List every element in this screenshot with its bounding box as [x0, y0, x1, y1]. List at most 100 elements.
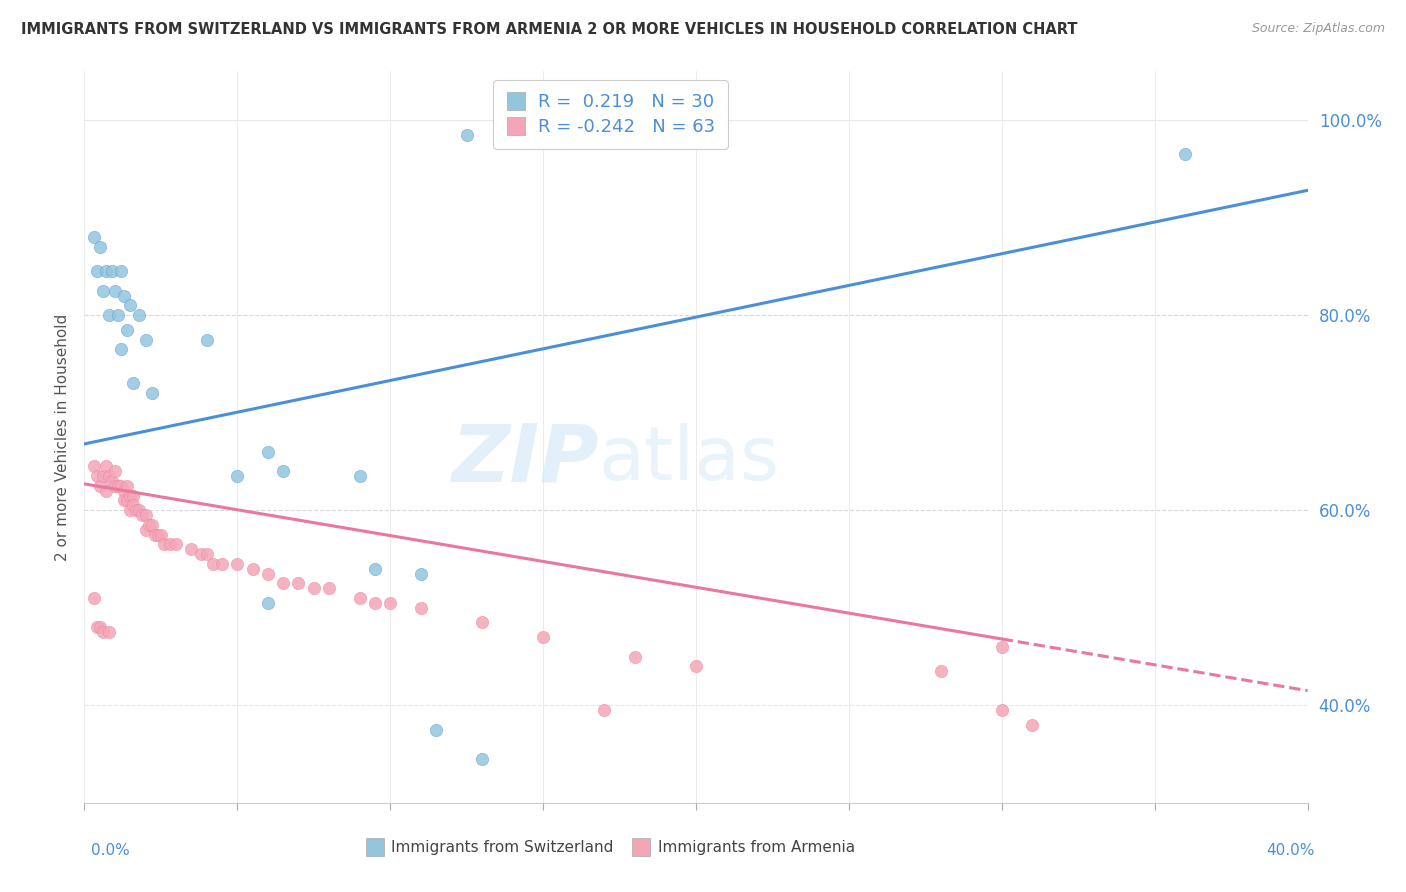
Point [190, 547, 212, 561]
Point [929, 664, 952, 678]
Point [287, 576, 309, 591]
Point [593, 703, 616, 717]
Point [83, 459, 105, 474]
Point [89, 479, 111, 493]
Text: ZIP: ZIP [451, 420, 598, 498]
Point [83, 591, 105, 605]
Point [471, 752, 494, 766]
Point [211, 557, 233, 571]
Point [991, 640, 1014, 654]
Point [104, 464, 127, 478]
Point [159, 537, 181, 551]
Point [141, 386, 163, 401]
Point [226, 469, 249, 483]
Point [138, 517, 160, 532]
Point [195, 333, 218, 347]
Text: 40.0%: 40.0% [1267, 843, 1315, 858]
Point [380, 596, 402, 610]
Point [107, 308, 129, 322]
Point [89, 240, 111, 254]
Point [112, 493, 135, 508]
Point [409, 600, 432, 615]
Point [456, 128, 478, 142]
Point [122, 499, 145, 513]
Point [153, 537, 176, 551]
Point [120, 489, 142, 503]
Point [86, 264, 108, 278]
Point [180, 542, 202, 557]
Point [122, 489, 145, 503]
Point [364, 596, 387, 610]
Point [1174, 147, 1197, 161]
Point [115, 323, 138, 337]
Point [91, 625, 114, 640]
Text: Source: ZipAtlas.com: Source: ZipAtlas.com [1251, 22, 1385, 36]
Point [110, 264, 132, 278]
Text: 0.0%: 0.0% [91, 843, 131, 858]
Point [94, 459, 117, 474]
Point [135, 523, 157, 537]
Y-axis label: 2 or more Vehicles in Household: 2 or more Vehicles in Household [55, 313, 70, 561]
Point [364, 562, 387, 576]
Point [107, 479, 129, 493]
Point [271, 576, 294, 591]
Point [91, 469, 114, 483]
Point [110, 479, 132, 493]
Point [112, 288, 135, 302]
Point [257, 596, 280, 610]
Point [83, 230, 105, 244]
Point [226, 557, 249, 571]
Point [425, 723, 447, 737]
Point [104, 479, 127, 493]
Point [97, 469, 120, 483]
Point [115, 479, 138, 493]
Point [97, 308, 120, 322]
Point [195, 547, 218, 561]
Point [97, 625, 120, 640]
Point [128, 503, 150, 517]
Point [128, 308, 150, 322]
Point [143, 527, 166, 541]
Text: atlas: atlas [598, 423, 779, 496]
Text: IMMIGRANTS FROM SWITZERLAND VS IMMIGRANTS FROM ARMENIA 2 OR MORE VEHICLES IN HOU: IMMIGRANTS FROM SWITZERLAND VS IMMIGRANT… [21, 22, 1077, 37]
Point [349, 591, 371, 605]
Point [302, 581, 325, 595]
Point [318, 581, 340, 595]
Point [122, 376, 145, 391]
Point [101, 474, 124, 488]
Point [86, 620, 108, 634]
Point [91, 284, 114, 298]
Point [94, 264, 117, 278]
Point [201, 557, 224, 571]
Point [131, 508, 153, 522]
Point [115, 493, 138, 508]
Point [271, 464, 294, 478]
Point [112, 483, 135, 498]
Point [94, 483, 117, 498]
Legend: Immigrants from Switzerland, Immigrants from Armenia: Immigrants from Switzerland, Immigrants … [360, 834, 862, 861]
Point [257, 444, 280, 458]
Point [531, 630, 554, 644]
Point [257, 566, 280, 581]
Point [349, 469, 371, 483]
Point [101, 264, 124, 278]
Point [146, 527, 169, 541]
Point [1021, 718, 1043, 732]
Point [624, 649, 647, 664]
Point [135, 508, 157, 522]
Point [89, 620, 111, 634]
Point [409, 566, 432, 581]
Point [242, 562, 264, 576]
Point [125, 503, 148, 517]
Point [104, 284, 127, 298]
Point [685, 659, 707, 673]
Point [165, 537, 187, 551]
Point [991, 703, 1014, 717]
Point [120, 298, 142, 312]
Point [120, 503, 142, 517]
Point [135, 333, 157, 347]
Point [86, 469, 108, 483]
Point [110, 343, 132, 357]
Point [471, 615, 494, 630]
Point [149, 527, 172, 541]
